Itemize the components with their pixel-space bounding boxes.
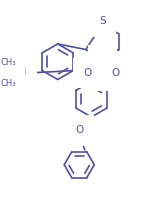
Text: S: S bbox=[99, 17, 106, 27]
Text: S: S bbox=[98, 67, 105, 80]
Text: CH₃: CH₃ bbox=[1, 79, 16, 88]
Text: N: N bbox=[99, 56, 106, 66]
Text: CH₃: CH₃ bbox=[1, 58, 16, 67]
Text: O: O bbox=[83, 68, 92, 78]
Text: O: O bbox=[112, 68, 120, 78]
Text: N: N bbox=[19, 67, 27, 77]
Text: O: O bbox=[75, 125, 83, 135]
